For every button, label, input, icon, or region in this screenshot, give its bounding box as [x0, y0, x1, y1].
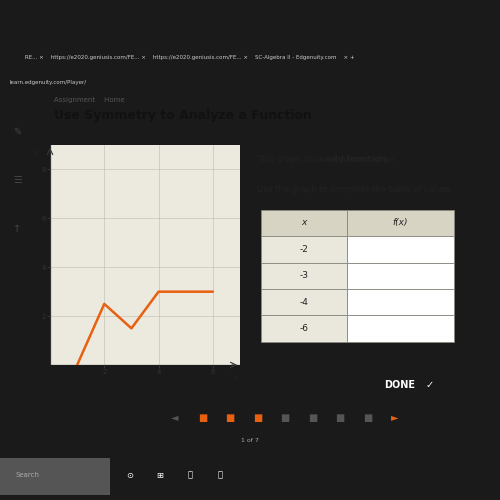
Text: f(x): f(x) [392, 218, 408, 228]
Text: DONE: DONE [384, 380, 414, 390]
Text: learn.edgenuity.com/Player/: learn.edgenuity.com/Player/ [10, 80, 87, 85]
Bar [261, 236, 347, 262]
Bar [347, 262, 454, 289]
Text: Use Symmetry to Analyze a Function: Use Symmetry to Analyze a Function [54, 108, 312, 122]
Text: -2: -2 [300, 245, 308, 254]
Text: Search: Search [15, 472, 39, 478]
Text: ☰: ☰ [13, 176, 22, 186]
Text: x: x [301, 218, 306, 228]
Text: ⊙: ⊙ [126, 470, 134, 480]
Text: 1 of 7: 1 of 7 [241, 438, 259, 442]
Text: -6: -6 [299, 324, 308, 333]
Text: ■: ■ [280, 412, 289, 422]
Bar [261, 262, 347, 289]
Text: y: y [34, 148, 39, 157]
Text: Assignment    Home: Assignment Home [54, 97, 124, 103]
Bar [0, 458, 110, 495]
Text: Use the graph to complete the table of values.: Use the graph to complete the table of v… [257, 186, 454, 194]
Bar [261, 289, 347, 316]
Text: ↑: ↑ [14, 224, 22, 234]
Bar [347, 236, 454, 262]
Text: ⊞: ⊞ [156, 470, 164, 480]
Text: 📁: 📁 [188, 470, 192, 480]
Text: x: x [234, 374, 238, 383]
Text: ■: ■ [336, 412, 344, 422]
Text: ■: ■ [198, 412, 207, 422]
Text: ■: ■ [253, 412, 262, 422]
Bar [347, 210, 454, 236]
Text: -3: -3 [299, 272, 308, 280]
Text: ■: ■ [308, 412, 317, 422]
Text: odd function.: odd function. [326, 156, 389, 164]
Text: ■: ■ [226, 412, 234, 422]
Text: 🌐: 🌐 [218, 470, 222, 480]
Bar [347, 316, 454, 342]
Text: ✎: ✎ [14, 126, 22, 136]
Text: ►: ► [391, 412, 399, 422]
Text: -4: -4 [300, 298, 308, 306]
Bar [347, 289, 454, 316]
Text: ◄: ◄ [171, 412, 179, 422]
Text: RE... ×    https://e2020.geniusis.com/FE... ×    https://e2020.geniusis.com/FE..: RE... × https://e2020.geniusis.com/FE...… [25, 55, 354, 60]
Bar [261, 210, 347, 236]
Text: ■: ■ [363, 412, 372, 422]
Text: ✓: ✓ [426, 380, 434, 390]
Text: This graph shows a portion of an: This graph shows a portion of an [257, 156, 398, 164]
Bar [261, 316, 347, 342]
